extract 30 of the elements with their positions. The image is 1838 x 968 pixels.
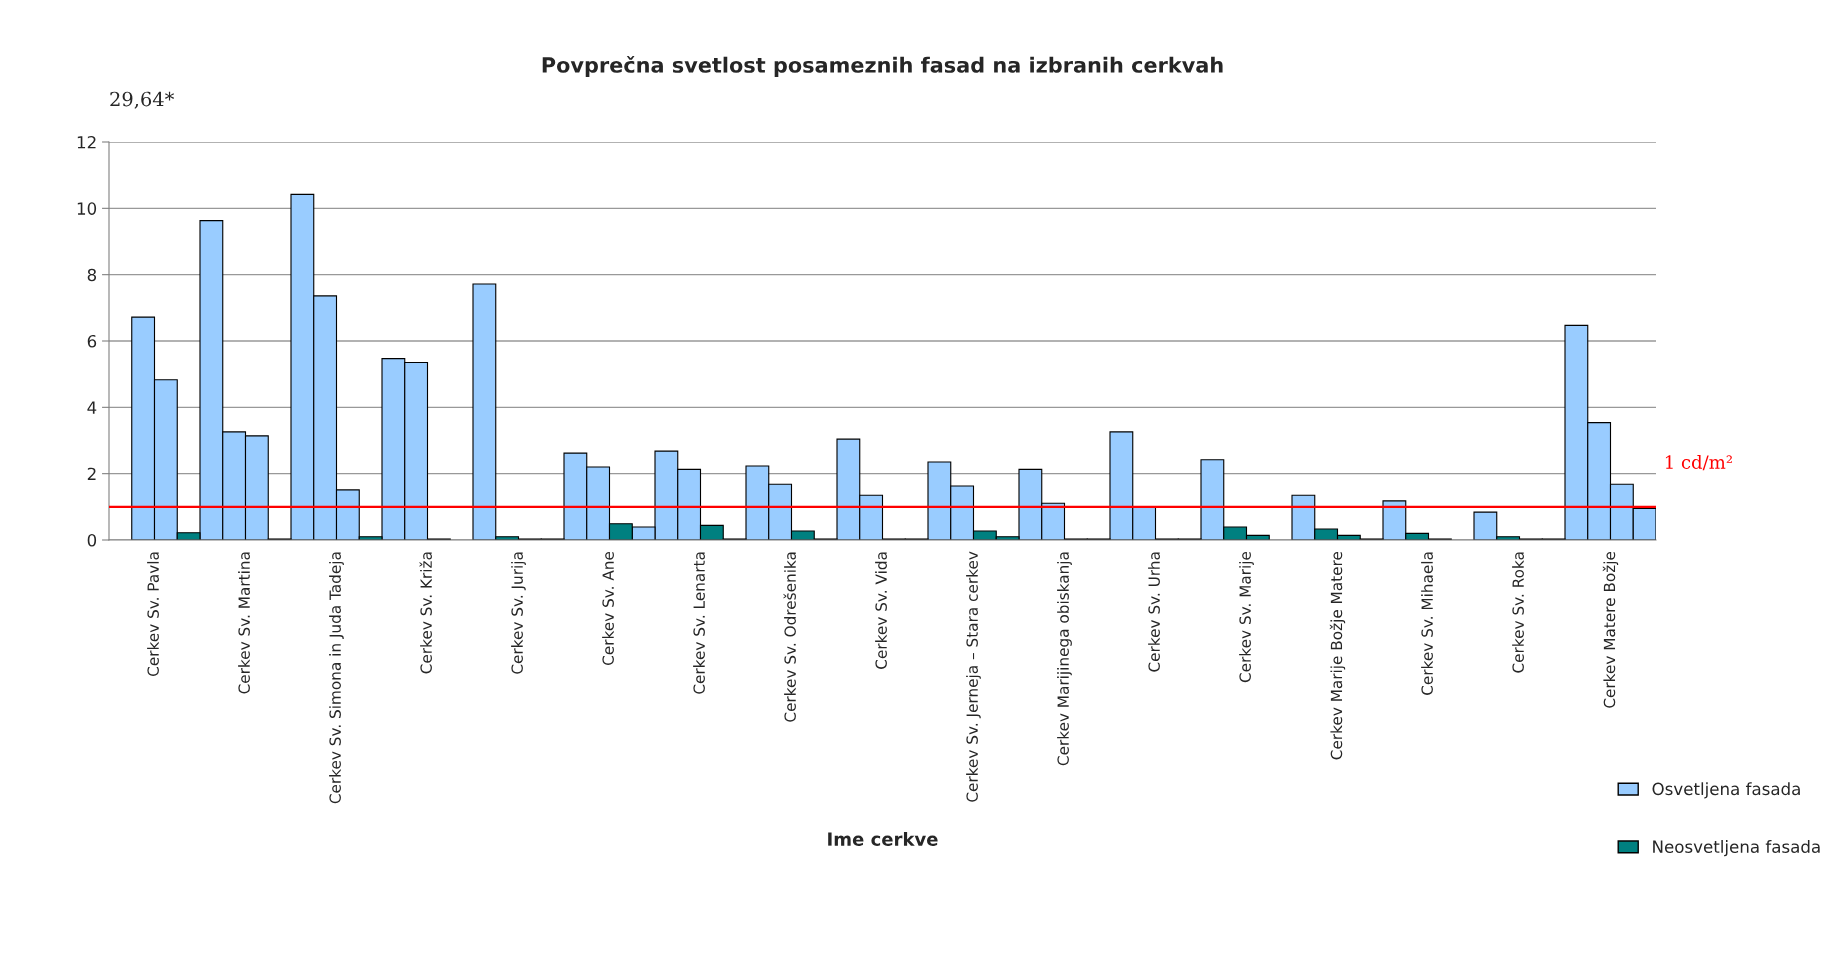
x-tick-label: Cerkev Sv. Mihaela [1421, 552, 1433, 695]
y-tick-label: 8 [87, 268, 97, 282]
x-tick-label: Cerkev Sv. Lenarta [693, 552, 705, 694]
y-tick-label: 2 [87, 467, 96, 480]
y-tick-label: 10 [77, 202, 97, 215]
ref-line-label: 1 cd/m² [1665, 454, 1732, 471]
x-axis-title: Ime cerkve [828, 831, 938, 846]
legend-label: Osvetljena fasada [1652, 782, 1800, 799]
x-tick-label: Cerkev Sv. Simona in Juda Tadeja [329, 552, 344, 804]
text: 29,64* [110, 91, 175, 109]
x-tick-label: Cerkev Sv. Pavla [147, 552, 159, 676]
x-tick-label: Cerkev Sv. Marije [1239, 551, 1254, 683]
x-tick-label: Cerkev Matere Božje [1602, 551, 1619, 708]
x-tick-label: Cerkev Marije Božje Matere [1329, 551, 1346, 760]
y-tick-label: 0 [87, 533, 97, 547]
x-tick-label: Cerkev Sv. Urha [1148, 552, 1160, 672]
x-tick-label: Cerkev Sv. Ane [602, 551, 614, 665]
x-tick-label: Cerkev Sv. Roka [1512, 552, 1524, 673]
x-tick-label: Cerkev Sv. Križa [419, 552, 432, 674]
legend-label: Neosvetljena fasada [1653, 840, 1820, 857]
x-tick-label: Cerkev Sv. Jurija [511, 552, 526, 674]
y-tick-label: 6 [87, 334, 97, 348]
x-tick-label: Cerkev Sv. Martina [238, 552, 250, 694]
y-tick-label: 12 [77, 135, 96, 149]
x-tick-label: Cerkev Sv. Vida [875, 552, 887, 669]
x-tick-label: Cerkev Sv. Odrešenika [783, 552, 796, 722]
x-tick-label: Cerkev Sv. Jerneja – Stara cerkev [966, 551, 981, 802]
y-tick-label: 4 [87, 401, 97, 414]
chart-title: Povprečna svetlost posameznih fasad na izbranih cerkvah [542, 55, 1223, 77]
x-tick-label: Cerkev Marijinega obiskanja [1057, 552, 1072, 766]
